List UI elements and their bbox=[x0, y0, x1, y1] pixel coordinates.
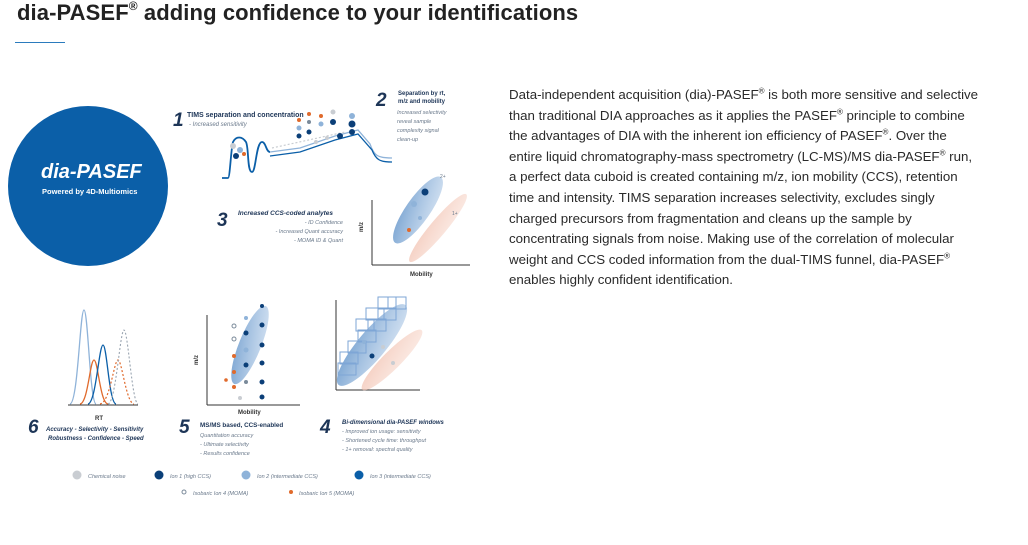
step-title: TIMS separation and concentration bbox=[187, 112, 304, 119]
axis-label: m/z bbox=[194, 355, 200, 365]
ion-path bbox=[271, 131, 346, 149]
legend: Chemical noise Ion 1 (high CCS) Ion 2 (i… bbox=[72, 470, 431, 497]
step-line: - Shortened cycle time: throughput bbox=[342, 438, 427, 444]
step-2: 2 Separation by rt, m/z and mobility Inc… bbox=[359, 90, 470, 278]
step-line: - ID Confidence bbox=[305, 220, 343, 226]
step-title: Separation by rt, bbox=[398, 91, 446, 97]
legend-item: Ion 3 (intermediate CCS) bbox=[354, 470, 431, 480]
step-title: MS/MS based, CCS-enabled bbox=[200, 422, 283, 429]
svg-text:Ion 2 (intermediate CCS): Ion 2 (intermediate CCS) bbox=[257, 474, 318, 480]
axis-label: Mobility bbox=[410, 272, 433, 278]
title-underline bbox=[15, 42, 65, 43]
step-line: complexity signal bbox=[397, 128, 440, 134]
ccs-scatter: m/z Mobility bbox=[194, 304, 300, 416]
step-line: - 1+ removal: spectral quality bbox=[342, 447, 414, 453]
step-line: - Increased sensitivity bbox=[189, 122, 248, 128]
axis-label: Mobility bbox=[238, 410, 261, 416]
step-title: m/z and mobility bbox=[398, 99, 446, 105]
step-line: - MOMA ID & Quant bbox=[294, 238, 343, 244]
axis-label: m/z bbox=[359, 222, 365, 232]
legend-item: Isobaric Ion 4 (MOMA) bbox=[181, 489, 248, 497]
step-line: clean-up bbox=[397, 137, 418, 143]
svg-text:Ion 3 (intermediate CCS): Ion 3 (intermediate CCS) bbox=[370, 474, 431, 480]
page-title: dia-PASEF® adding confidence to your ide… bbox=[17, 0, 579, 25]
logo-name: dia-PASEF bbox=[41, 161, 143, 183]
step-line: Increased selectivity bbox=[397, 110, 448, 116]
axis-label: RT bbox=[95, 416, 103, 422]
step-4: 4 Bi-dimensional dia-PASEF windows - Imp… bbox=[319, 417, 445, 453]
legend-item: Ion 1 (high CCS) bbox=[154, 470, 211, 480]
step-title: Increased CCS-coded analytes bbox=[238, 210, 333, 217]
step-1: 1 TIMS separation and concentration - In… bbox=[173, 109, 393, 179]
step-line: reveal sample bbox=[397, 119, 431, 125]
step-title: Robustness - Confidence - Speed bbox=[48, 436, 144, 442]
step-line: - Ultimate selectivity bbox=[200, 442, 250, 448]
svg-text:2+: 2+ bbox=[440, 174, 446, 180]
step-line: - Increased Quant accuracy bbox=[275, 229, 344, 235]
svg-text:Isobaric Ion 5 (MOMA): Isobaric Ion 5 (MOMA) bbox=[299, 491, 354, 497]
logo-tagline: Powered by 4D-Multiomics bbox=[42, 187, 137, 196]
chromatogram: RT bbox=[68, 309, 139, 422]
ion-dots bbox=[230, 109, 356, 159]
ellipse-1plus bbox=[409, 193, 467, 263]
logo-circle bbox=[8, 106, 168, 266]
step-line: - Improved ion usage: sensitivity bbox=[342, 429, 422, 435]
dia-windows bbox=[335, 296, 423, 391]
dia-pasef-infographic: dia-PASEF Powered by 4D-Multiomics 1 TIM… bbox=[8, 90, 470, 497]
step-number: 2 bbox=[375, 90, 387, 111]
ellipse-2plus bbox=[393, 176, 443, 244]
tims-ramp-line bbox=[269, 133, 393, 163]
svg-text:Isobaric Ion 4 (MOMA): Isobaric Ion 4 (MOMA) bbox=[193, 491, 248, 497]
step-5: 5 MS/MS based, CCS-enabled Quantitation … bbox=[179, 417, 283, 457]
step-number: 3 bbox=[217, 210, 228, 231]
legend-item: Isobaric Ion 5 (MOMA) bbox=[289, 490, 354, 497]
tims-funnel-line bbox=[222, 136, 271, 179]
step-title: Accuracy - Selectivity - Sensitivity bbox=[45, 427, 144, 433]
step-number: 5 bbox=[179, 417, 190, 438]
step-title: Bi-dimensional dia-PASEF windows bbox=[342, 420, 445, 426]
legend-item: Ion 2 (intermediate CCS) bbox=[241, 470, 318, 480]
step-line: - Results confidence bbox=[200, 451, 250, 457]
step-number: 4 bbox=[319, 417, 331, 438]
step-6: 6 Accuracy - Selectivity - Sensitivity R… bbox=[28, 417, 144, 442]
step-number: 6 bbox=[28, 417, 39, 438]
svg-text:1+: 1+ bbox=[452, 211, 458, 217]
description-paragraph: Data-independent acquisition (dia)-PASEF… bbox=[509, 86, 979, 288]
legend-item: Chemical noise bbox=[72, 470, 126, 480]
svg-text:Chemical noise: Chemical noise bbox=[88, 474, 126, 480]
step-3: 3 Increased CCS-coded analytes - ID Conf… bbox=[217, 210, 344, 244]
step-line: Quantitation accuracy bbox=[200, 433, 254, 439]
step-number: 1 bbox=[173, 110, 184, 131]
dia-pasef-logo: dia-PASEF Powered by 4D-Multiomics bbox=[8, 106, 168, 266]
svg-text:Ion 1 (high CCS): Ion 1 (high CCS) bbox=[170, 474, 211, 480]
